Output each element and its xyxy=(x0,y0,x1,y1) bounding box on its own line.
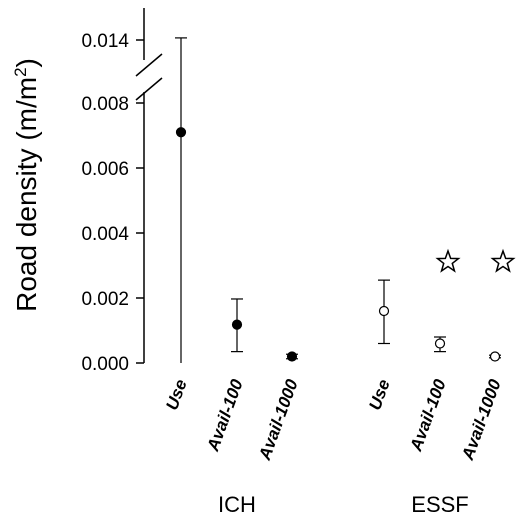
y-axis xyxy=(135,8,163,363)
y-ticks: 0.000 0.002 0.004 0.006 0.008 0.014 xyxy=(81,31,144,375)
axis-break-mark-lower xyxy=(135,77,163,101)
y-axis-label-text: Road density (m/m xyxy=(11,77,42,312)
y-tick-label: 0.006 xyxy=(81,159,129,180)
y-tick-label: 0.014 xyxy=(81,31,129,52)
group-label-ich: ICH xyxy=(218,492,256,517)
category-label: Use xyxy=(365,377,394,413)
significance-stars xyxy=(435,248,516,273)
y-axis-label: Road density (m/m2) xyxy=(11,58,42,312)
category-label: Avail-100 xyxy=(406,376,450,454)
y-tick-label: 0.004 xyxy=(81,224,129,245)
category-label: Use xyxy=(162,377,191,413)
y-tick-label: 0.008 xyxy=(81,94,129,115)
y-tick-label: 0.000 xyxy=(81,354,129,375)
data-point xyxy=(434,338,446,349)
y-axis-label-superscript: 2 xyxy=(11,67,30,76)
category-labels: Use Avail-100 Avail-1000 Use Avail-100 Avail-… xyxy=(162,376,505,463)
category-label: Avail-100 xyxy=(203,376,247,454)
data-points xyxy=(175,127,501,362)
y-tick-label: 0.002 xyxy=(81,289,129,310)
group-label-essf: ESSF xyxy=(411,492,468,517)
category-label: Avail-1000 xyxy=(458,376,505,463)
category-label: Avail-1000 xyxy=(255,376,302,463)
data-point xyxy=(489,351,501,362)
data-point xyxy=(231,319,243,330)
data-point xyxy=(175,127,187,138)
data-point xyxy=(286,351,298,362)
data-point xyxy=(378,305,390,317)
error-bars xyxy=(175,37,501,363)
group-labels: ICH ESSF xyxy=(218,492,469,517)
y-axis-label-close: ) xyxy=(11,58,42,67)
axis-break-mark-upper xyxy=(135,53,163,77)
star-icon xyxy=(490,248,516,273)
star-icon xyxy=(435,248,461,273)
